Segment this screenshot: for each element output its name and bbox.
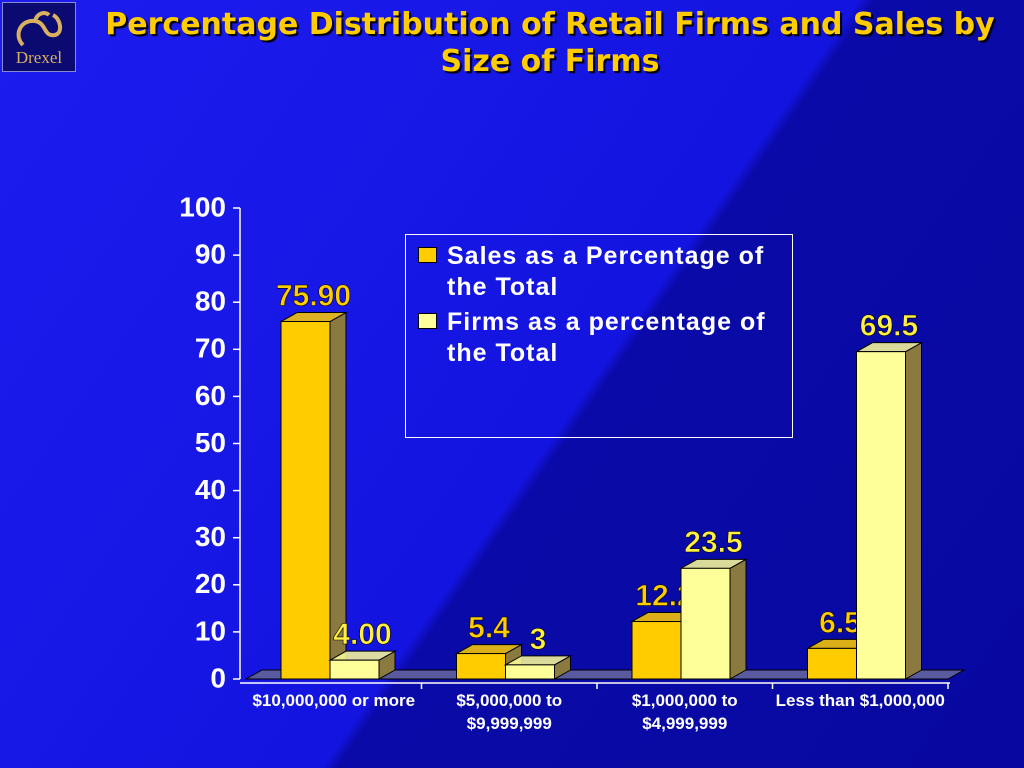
x-tick-label: $10,000,000 or more — [252, 691, 416, 710]
bar — [505, 664, 555, 680]
legend: Sales as a Percentage of the Total Firms … — [405, 234, 793, 438]
value-label: 69.5 — [860, 310, 918, 343]
y-tick-label: 20 — [195, 568, 226, 599]
x-tick-label: $1,000,000 to $4,999,999 — [631, 691, 738, 733]
bar — [456, 653, 506, 680]
value-label: 6.5 — [819, 606, 861, 639]
value-label: 23.5 — [684, 526, 742, 559]
legend-swatch — [418, 313, 437, 329]
y-tick-label: 80 — [195, 286, 226, 317]
legend-label: Sales as a Percentage of the Total — [447, 242, 765, 301]
bar — [280, 321, 331, 680]
y-tick-label: 70 — [195, 333, 226, 364]
bar-side — [729, 558, 747, 680]
bar-side — [905, 341, 922, 680]
y-tick-label: 100 — [179, 191, 226, 222]
logo: Drexel — [2, 2, 76, 72]
x-tick-label: $5,000,000 to $9,999,999 — [456, 691, 563, 733]
bar — [856, 351, 906, 680]
y-tick-label: 30 — [195, 521, 226, 552]
value-label: 5.4 — [468, 611, 510, 644]
y-tick-label: 40 — [195, 474, 226, 505]
value-label: 4.00 — [333, 618, 391, 651]
value-label: 3 — [530, 623, 547, 656]
chart-title: Percentage Distribution of Retail Firms … — [105, 7, 995, 79]
y-tick-label: 10 — [195, 615, 226, 646]
logo-dragon — [16, 11, 62, 47]
logo-text: Drexel — [15, 48, 63, 67]
y-tick-label: 90 — [195, 238, 226, 269]
x-tick-label: Less than $1,000,000 — [775, 691, 945, 710]
bar — [631, 621, 682, 680]
legend-entry: Sales as a Percentage of the Total — [414, 241, 784, 303]
bar — [807, 647, 857, 680]
bar — [329, 659, 380, 680]
legend-label: Firms as a percentage of the Total — [447, 308, 766, 367]
value-label: 75.90 — [276, 279, 351, 312]
legend-swatch — [418, 247, 437, 263]
y-tick-label: 50 — [195, 427, 226, 458]
bar — [680, 567, 731, 680]
y-tick-label: 0 — [210, 662, 226, 693]
legend-entry: Firms as a percentage of the Total — [414, 307, 784, 369]
y-tick-label: 60 — [195, 380, 226, 411]
